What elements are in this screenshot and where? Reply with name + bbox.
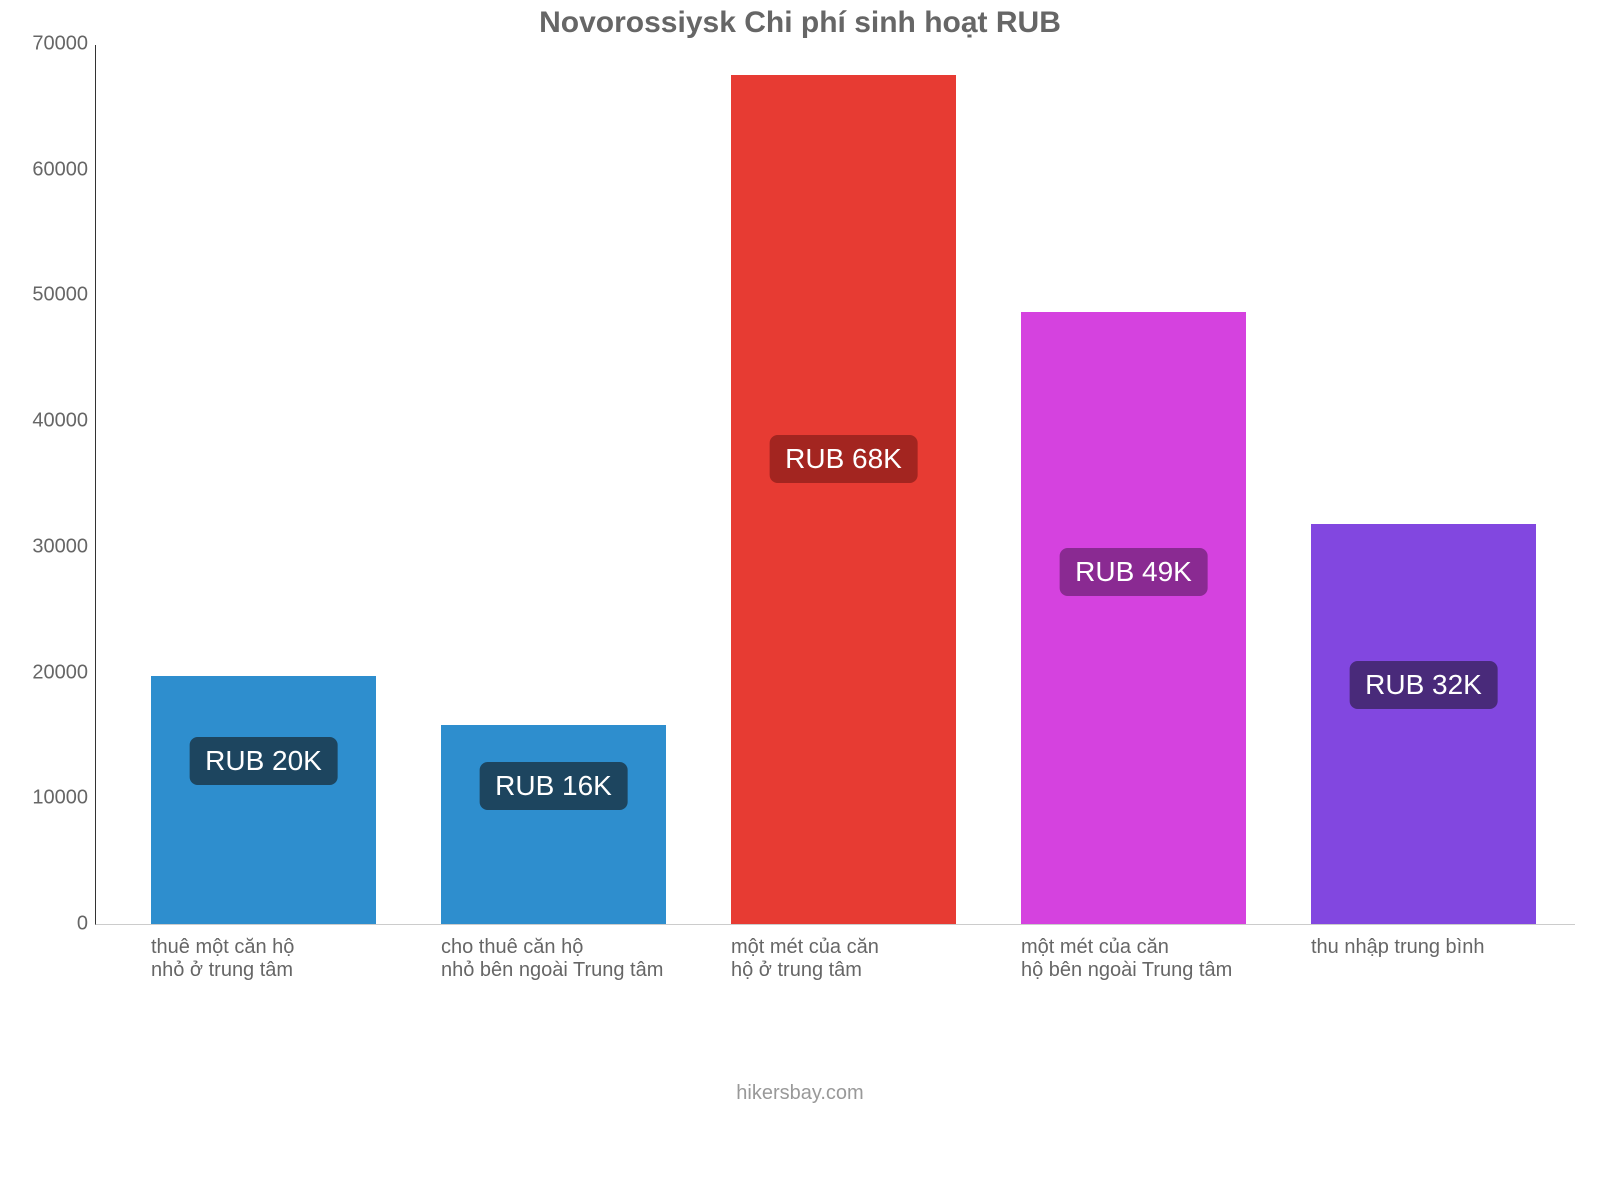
bar [151,676,376,924]
x-category-label: một mét của căn hộ bên ngoài Trung tâm [1021,924,1311,982]
bar-value-label: RUB 68K [769,435,918,483]
x-category-label: thuê một căn hộ nhỏ ở trung tâm [151,924,441,982]
y-tick-label: 50000 [32,284,96,307]
y-tick-label: 60000 [32,158,96,181]
bar-value-label: RUB 16K [479,762,628,810]
bar [1021,312,1246,924]
bar [731,75,956,924]
bar-value-label: RUB 32K [1349,661,1498,709]
y-tick-label: 70000 [32,33,96,56]
plot-area: 010000200003000040000500006000070000RUB … [95,45,1575,925]
chart-container: Novorossiysk Chi phí sinh hoạt RUB 01000… [0,0,1600,1200]
chart-title: Novorossiysk Chi phí sinh hoạt RUB [0,6,1600,40]
y-tick-label: 10000 [32,787,96,810]
bar-value-label: RUB 49K [1059,548,1208,596]
chart-footer: hikersbay.com [0,1082,1600,1105]
x-category-label: thu nhập trung bình [1311,924,1600,959]
bar [1311,524,1536,924]
y-tick-label: 0 [77,913,96,936]
x-category-label: cho thuê căn hộ nhỏ bên ngoài Trung tâm [441,924,731,982]
y-tick-label: 40000 [32,410,96,433]
bar [441,725,666,924]
y-tick-label: 30000 [32,535,96,558]
x-category-label: một mét của căn hộ ở trung tâm [731,924,1021,982]
bar-value-label: RUB 20K [189,737,338,785]
y-tick-label: 20000 [32,661,96,684]
